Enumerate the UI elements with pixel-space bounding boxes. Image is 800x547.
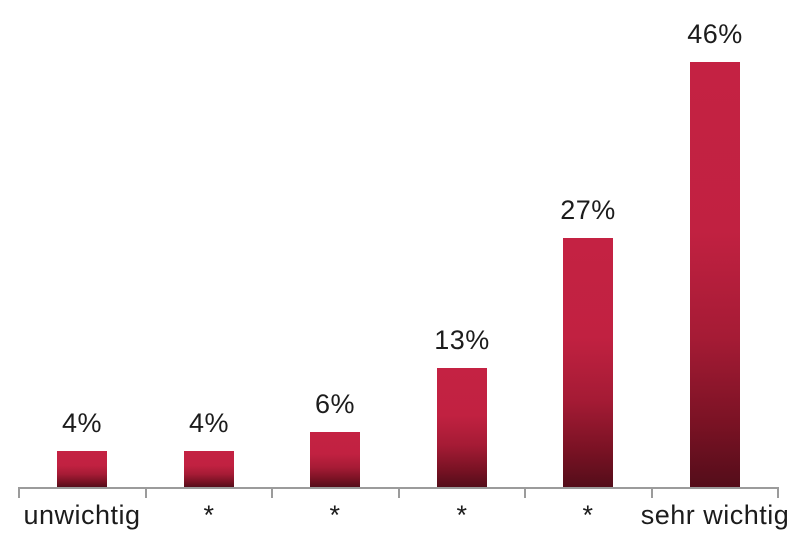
x-axis-tick xyxy=(145,487,147,498)
x-axis-label: * xyxy=(456,500,468,530)
bar xyxy=(437,368,487,487)
bar xyxy=(184,451,234,487)
bar xyxy=(310,432,360,487)
x-axis-tick xyxy=(651,487,653,498)
bar xyxy=(57,451,107,487)
bar-value-label: 27% xyxy=(560,195,616,225)
x-axis-tick xyxy=(777,487,779,498)
bar-value-label: 46% xyxy=(687,19,743,49)
bar-value-label: 13% xyxy=(434,325,490,355)
bar-value-label: 6% xyxy=(314,389,356,419)
x-axis-label: sehr wichtig xyxy=(640,500,790,530)
x-axis-label: unwichtig xyxy=(23,500,141,530)
bar xyxy=(563,238,613,487)
x-axis-label: * xyxy=(329,500,341,530)
x-axis-label: * xyxy=(582,500,594,530)
x-axis-tick xyxy=(398,487,400,498)
bar-value-label: 4% xyxy=(188,408,230,438)
x-axis-tick xyxy=(271,487,273,498)
x-axis-label: * xyxy=(203,500,215,530)
bar-value-label: 4% xyxy=(61,408,103,438)
bar xyxy=(690,62,740,487)
x-axis-tick xyxy=(524,487,526,498)
x-axis-tick xyxy=(18,487,20,498)
